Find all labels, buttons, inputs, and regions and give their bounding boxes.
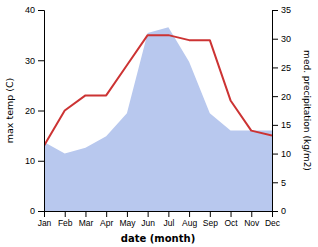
tick: Nov [244,211,260,228]
tick-label: May [119,218,136,228]
tick-label: Jul [163,218,174,228]
tick-label: 0 [281,206,286,216]
tick: 0 [272,206,286,216]
axis-line [45,211,273,212]
tick-label: Oct [224,218,238,228]
tick-mark [272,67,278,68]
tick-label: 20 [281,92,291,102]
tick-label: 40 [25,5,35,15]
tick-label: Nov [244,218,260,228]
tick: 0 [30,206,44,216]
tick: 10 [272,149,291,159]
tick-label: 10 [281,149,291,159]
tick-label: Sep [203,218,218,228]
tick: Sep [203,211,218,228]
x-axis: Jan Feb Mar Apr May Jun Jul Aug Sep Oct Nov Dec [38,211,281,228]
y-axis-title: max temp (C) [4,78,15,144]
y2-axis-title: med. precipitation (kg/m2) [302,50,312,171]
tick-label: 5 [281,178,286,188]
tick-mark [210,211,211,217]
tick-label: 30 [25,56,35,66]
axis-line [38,11,45,212]
tick-mark [272,182,278,183]
tick-mark [272,125,278,126]
tick-label: Jan [38,218,52,228]
tick-mark [272,10,278,11]
tick-mark [65,211,66,217]
tick: 30 [25,56,44,66]
tick: Jan [38,211,52,228]
precipitation-area [44,27,272,211]
tick-mark [38,10,44,11]
tick-mark [272,211,278,212]
tick: 5 [272,178,286,188]
tick-mark [272,39,278,40]
tick-mark [127,211,128,217]
tick: May [119,211,136,228]
tick-label: Dec [265,218,281,228]
tick: 25 [272,63,291,73]
tick-mark [272,154,278,155]
tick: 15 [272,120,291,130]
tick: 20 [25,106,44,116]
tick-label: 15 [281,120,291,130]
tick: 35 [272,5,291,15]
tick: Dec [265,211,281,228]
tick: Oct [224,211,238,228]
tick-mark [231,211,232,217]
tick-mark [38,111,44,112]
tick: Aug [182,211,197,228]
tick-label: 25 [281,63,291,73]
tick-label: Feb [58,218,73,228]
x-axis-title: date (month) [121,233,195,244]
tick: Apr [100,211,113,228]
tick: 10 [25,156,44,166]
tick: Feb [58,211,73,228]
tick: 40 [25,5,44,15]
tick-mark [272,96,278,97]
axis-line [273,11,279,212]
plot: JanFebMarAprMayJunJulAugSepOctNovDec0102… [4,5,312,244]
tick-label: Jun [141,218,155,228]
tick: Jul [163,211,174,228]
tick-mark [38,60,44,61]
tick: 20 [272,92,291,102]
tick-label: 35 [281,5,291,15]
tick-mark [38,211,44,212]
tick-label: Apr [100,218,113,228]
tick-mark [168,211,169,217]
temperature-line [44,35,272,146]
tick: Mar [79,211,94,228]
chart: JanFebMarAprMayJunJulAugSepOctNovDec0102… [0,0,318,247]
tick: 30 [272,34,291,44]
tick-mark [251,211,252,217]
tick-label: 20 [25,106,35,116]
tick-mark [189,211,190,217]
marks [44,27,272,211]
tick-mark [85,211,86,217]
tick-label: Mar [79,218,94,228]
tick: Jun [141,211,155,228]
tick-mark [148,211,149,217]
y2-axis: 0 5 10 15 20 25 30 35 [272,5,291,216]
tick-mark [106,211,107,217]
y-axis: 0 10 20 30 40 [25,5,45,216]
tick-label: 10 [25,156,35,166]
tick-label: 30 [281,34,291,44]
tick-label: Aug [182,218,197,228]
tick-mark [38,161,44,162]
tick-label: 0 [30,206,35,216]
